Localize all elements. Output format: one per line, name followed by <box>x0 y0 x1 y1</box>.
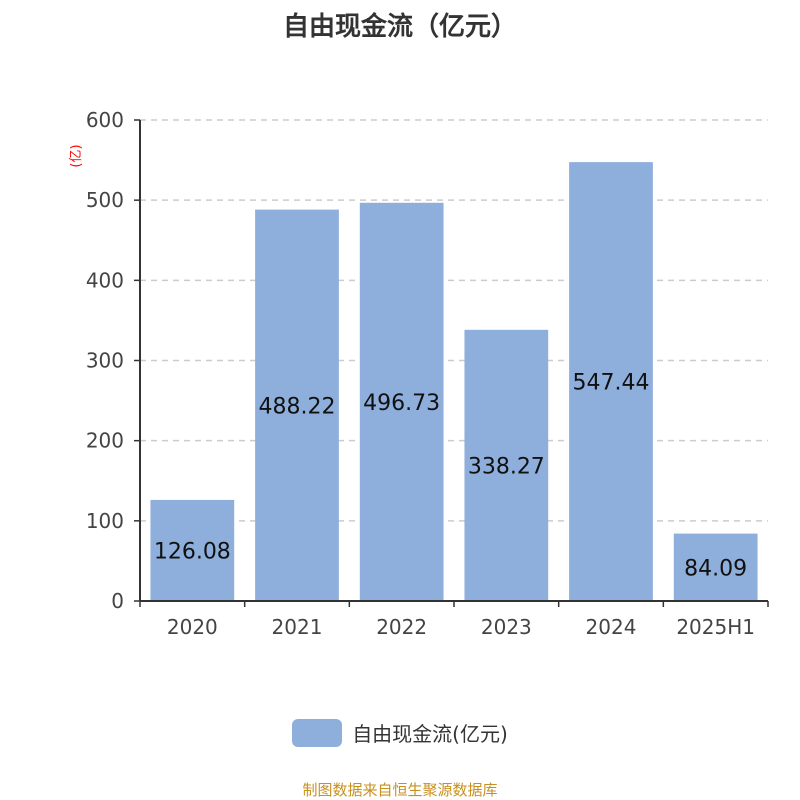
x-tick-label: 2024 <box>586 615 637 639</box>
y-tick-label: 100 <box>86 509 124 533</box>
data-label: 496.73 <box>363 391 440 416</box>
bar <box>569 162 653 601</box>
y-tick-label: 500 <box>86 188 124 212</box>
legend-label: 自由现金流(亿元) <box>352 722 508 746</box>
footer-source: 制图数据来自恒生聚源数据库 <box>302 781 498 799</box>
x-tick-label: 2025H1 <box>676 615 755 639</box>
y-tick-label: 300 <box>86 349 124 373</box>
legend[interactable]: 自由现金流(亿元) <box>0 718 800 747</box>
y-tick-label: 400 <box>86 268 124 292</box>
y-axis-label: (亿) <box>69 144 84 167</box>
legend-swatch <box>292 718 343 747</box>
bar <box>150 499 235 601</box>
data-label: 84.09 <box>684 556 747 581</box>
y-tick-label: 200 <box>86 429 124 453</box>
x-tick-label: 2023 <box>481 615 532 639</box>
x-tick-label: 2020 <box>167 615 218 639</box>
data-label: 126.08 <box>154 539 231 564</box>
y-tick-label: 0 <box>111 589 124 613</box>
chart-title: 自由现金流（亿元） <box>282 12 517 42</box>
y-tick-label: 600 <box>86 108 124 132</box>
bar <box>673 533 758 601</box>
x-tick-label: 2021 <box>272 615 323 639</box>
data-label: 547.44 <box>573 371 650 396</box>
data-label: 488.22 <box>259 394 336 419</box>
bar <box>359 202 444 601</box>
bar <box>255 209 339 602</box>
data-label: 338.27 <box>468 454 545 479</box>
bar <box>464 329 549 601</box>
x-tick-label: 2022 <box>376 615 427 639</box>
